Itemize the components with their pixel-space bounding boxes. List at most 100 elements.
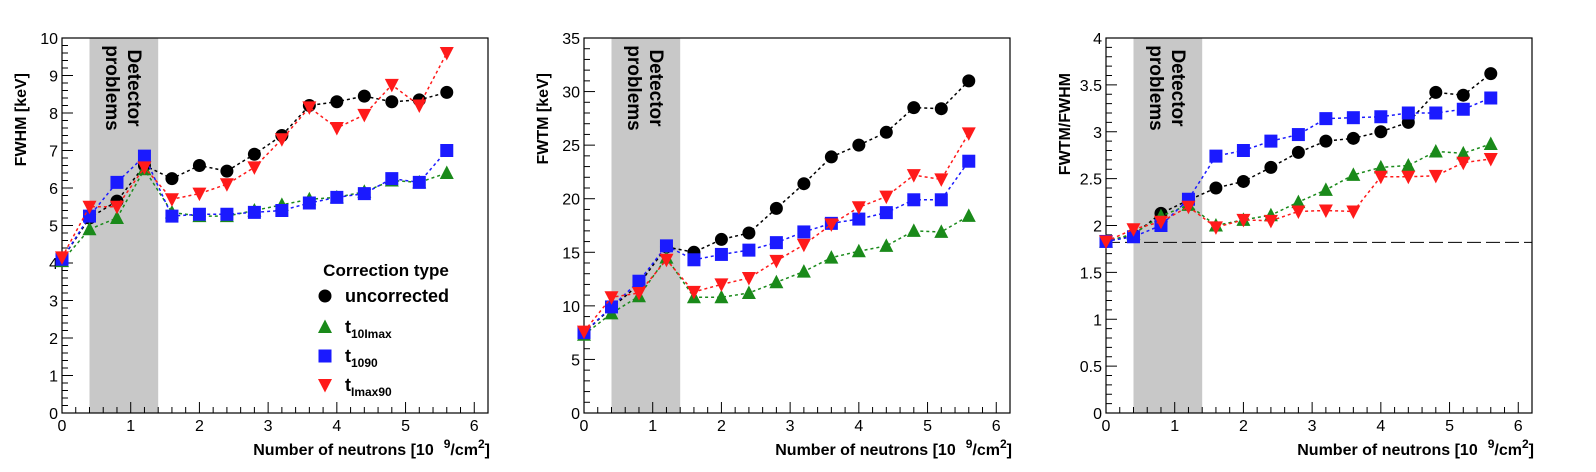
data-point-uncorrected	[165, 172, 179, 186]
data-point-uncorrected	[192, 159, 206, 172]
x-axis-title-superscript: 9	[966, 437, 973, 451]
legend-label-t10Imax: t10Imax	[345, 317, 392, 341]
data-point-t1090	[357, 187, 371, 201]
data-point-uncorrected	[934, 102, 948, 116]
y-tick-label: 30	[562, 85, 580, 102]
legend-label-subscript: Imax90	[351, 385, 392, 399]
data-point-t1090	[1484, 91, 1498, 105]
data-point-tImax90	[109, 200, 124, 215]
data-point-t10Imax	[1373, 159, 1388, 174]
detector-problems-label-line: problems	[101, 45, 122, 131]
data-point-tImax90	[1208, 221, 1223, 235]
data-point-uncorrected	[879, 125, 893, 139]
data-point-tImax90	[934, 173, 949, 187]
y-axis-title: FWHM [keV]	[13, 73, 30, 166]
y-axis-title: FWTM [keV]	[535, 73, 552, 165]
y-tick-label: 0	[1093, 406, 1102, 423]
data-point-tImax90	[769, 254, 784, 269]
data-point-tImax90	[851, 201, 866, 215]
data-point-t10Imax	[769, 274, 784, 289]
x-axis-title-part: /cm	[1494, 442, 1522, 459]
y-tick-label: 10	[562, 299, 580, 316]
x-axis-title-part: ]	[485, 442, 490, 459]
data-point-uncorrected	[769, 201, 783, 215]
data-point-uncorrected	[1291, 145, 1305, 159]
x-tick-label: 5	[923, 418, 932, 435]
data-point-tImax90	[604, 291, 619, 305]
data-point-t1090	[687, 253, 701, 267]
data-point-t1090	[192, 207, 206, 221]
data-point-t10Imax	[1401, 158, 1416, 172]
data-point-tImax90	[824, 218, 839, 232]
x-tick-label: 3	[1308, 418, 1317, 435]
x-tick-label: 1	[1170, 418, 1179, 435]
x-axis-title: Number of neutrons [10 9/cm2]	[775, 437, 1012, 459]
y-tick-label: 10	[40, 31, 58, 48]
data-point-tImax90	[1456, 156, 1471, 171]
y-tick-label: 9	[49, 69, 58, 86]
data-point-tImax90	[1126, 223, 1141, 237]
data-point-t10Imax	[961, 208, 976, 222]
data-point-t1090	[330, 190, 344, 204]
data-point-t1090	[1209, 149, 1223, 163]
data-point-t1090	[247, 205, 261, 219]
series-line-t10Imax	[61, 167, 448, 262]
x-axis-title: Number of neutrons [10 9/cm2]	[1297, 437, 1534, 459]
plot-frame	[583, 37, 1011, 414]
data-point-t10Imax	[439, 165, 454, 179]
data-point-uncorrected	[1429, 85, 1443, 99]
data-point-t10Imax	[851, 243, 866, 258]
data-point-uncorrected	[220, 164, 234, 178]
x-axis-title-superscript: 2	[1000, 437, 1007, 451]
data-point-tImax90	[412, 99, 427, 113]
data-point-uncorrected	[824, 150, 838, 164]
data-point-tImax90	[137, 161, 152, 175]
legend-marker-t10Imax	[318, 319, 332, 333]
legend: Correction typeuncorrectedt10Imaxt1090tI…	[318, 261, 449, 399]
data-point-t10Imax	[934, 224, 949, 238]
x-axis-title-superscript: 2	[478, 437, 485, 451]
y-tick-label: 1.5	[1080, 265, 1102, 282]
data-point-t1090	[1456, 102, 1470, 116]
legend-label-subscript: 10Imax	[351, 327, 392, 341]
data-point-t1090	[440, 144, 454, 157]
legend-marker-uncorrected	[318, 289, 332, 303]
data-point-tImax90	[961, 127, 976, 141]
data-point-t1090	[797, 225, 811, 239]
legend-label-uncorrected: uncorrected	[345, 286, 449, 306]
x-axis-title-part: Number of neutrons [10	[1297, 442, 1478, 459]
data-point-t1090	[275, 204, 289, 217]
detector-problems-label: Detectorproblems	[1145, 45, 1188, 131]
data-point-t1090	[879, 206, 893, 220]
data-point-tImax90	[55, 251, 69, 265]
data-point-t10Imax	[109, 210, 124, 224]
x-axis-title: Number of neutrons [10 9/cm2]	[253, 437, 490, 459]
x-tick-label: 3	[786, 418, 795, 435]
x-axis-title-part: Number of neutrons [10	[775, 442, 956, 459]
legend-label-t1090: t1090	[345, 346, 378, 370]
data-point-uncorrected	[1346, 131, 1360, 145]
data-point-t1090	[934, 193, 948, 207]
y-axis-title: FWTM/FWHM	[1057, 73, 1074, 175]
detector-problems-band	[611, 38, 681, 413]
data-point-t1090	[852, 212, 866, 226]
legend-marker-t1090	[318, 349, 332, 363]
data-point-tImax90	[1401, 170, 1416, 185]
x-tick-label: 5	[401, 418, 410, 435]
data-point-uncorrected	[797, 177, 811, 191]
y-tick-label: 1	[1093, 312, 1102, 329]
detector-problems-label-line: Detector	[645, 49, 666, 127]
x-tick-label: 4	[332, 418, 341, 435]
data-point-tImax90	[329, 122, 344, 136]
data-point-tImax90	[1181, 200, 1196, 215]
y-tick-label: 2	[49, 331, 58, 348]
data-point-t10Imax	[714, 289, 729, 304]
y-tick-label: 0	[49, 406, 58, 423]
data-point-uncorrected	[1209, 181, 1223, 195]
data-point-tImax90	[1346, 205, 1361, 219]
panel-fwtm: Detectorproblems 0 1 2 3 4 5 6 0 5 10 15 20 25 30 35 FWT…	[535, 31, 1012, 459]
data-point-uncorrected	[247, 147, 261, 161]
data-point-uncorrected	[1264, 160, 1278, 174]
panel-ratio: Detectorproblems 0 1 2 3 4 5 6 0 0.5 1 1.5 2 2.5 3 3.5 4…	[1057, 31, 1534, 459]
data-point-t10Imax	[1456, 145, 1471, 160]
